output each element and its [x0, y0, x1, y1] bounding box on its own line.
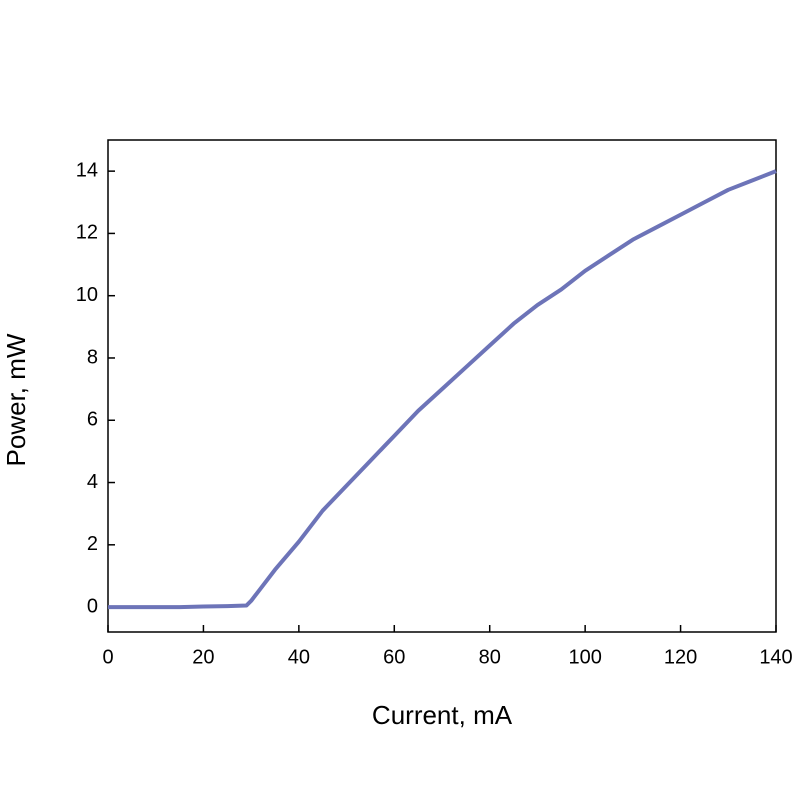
y-tick-label: 12: [76, 222, 98, 244]
y-tick-label: 6: [87, 409, 98, 431]
y-tick-label: 4: [87, 471, 98, 493]
x-axis-label: Current, mA: [372, 700, 513, 730]
y-axis-label: Power, mW: [1, 333, 31, 466]
y-tick-label: 10: [76, 284, 98, 306]
x-tick-label: 120: [664, 646, 697, 668]
y-tick-label: 8: [87, 346, 98, 368]
y-tick-label: 0: [87, 595, 98, 617]
x-tick-label: 80: [479, 646, 501, 668]
x-tick-label: 20: [192, 646, 214, 668]
y-tick-label: 2: [87, 533, 98, 555]
x-tick-label: 60: [383, 646, 405, 668]
plot-frame: [107, 139, 777, 633]
x-tick-label: 140: [759, 646, 792, 668]
x-tick-label: 100: [568, 646, 601, 668]
x-tick-label: 40: [288, 646, 310, 668]
x-tick-label: 0: [102, 646, 113, 668]
data-line: [108, 169, 777, 610]
y-tick-label: 14: [76, 159, 98, 181]
